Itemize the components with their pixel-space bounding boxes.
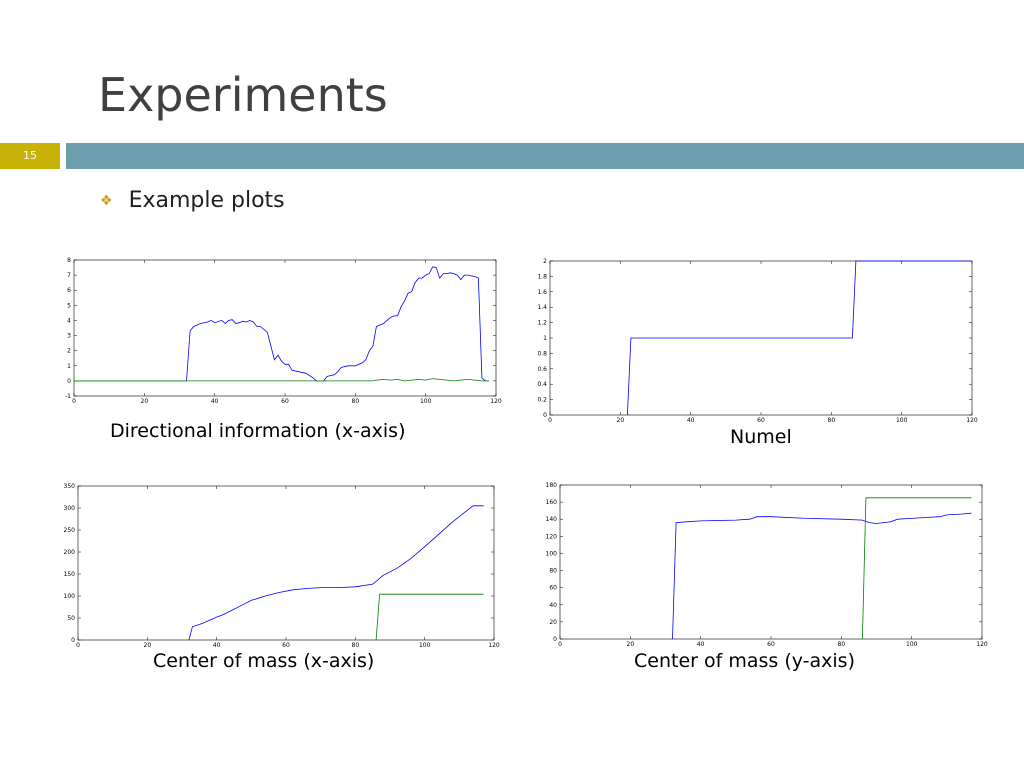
y-tick-label: 350 bbox=[64, 483, 76, 490]
x-tick-label: 80 bbox=[828, 417, 836, 424]
y-tick-label: 200 bbox=[64, 549, 76, 556]
caption-directional-information: Directional information (x-axis) bbox=[110, 420, 406, 442]
x-tick-label: 120 bbox=[966, 417, 978, 424]
x-tick-label: 20 bbox=[617, 417, 625, 424]
x-tick-label: 0 bbox=[548, 417, 552, 424]
x-tick-label: 80 bbox=[352, 642, 360, 649]
x-tick-label: 40 bbox=[687, 417, 695, 424]
chart-svg: 0 20 40 60 80 100 120 0 50 100 150 200 250 300 350 bbox=[64, 483, 500, 649]
y-tick-label: 6 bbox=[67, 287, 71, 294]
y-tick-label: 2 bbox=[543, 258, 547, 265]
x-tick-label: 60 bbox=[281, 398, 289, 405]
x-tick-label: 40 bbox=[213, 642, 221, 649]
y-tick-label: 1.6 bbox=[537, 289, 547, 296]
x-tick-label: 0 bbox=[72, 398, 76, 405]
y-tick-label: 4 bbox=[67, 317, 71, 324]
y-tick-label: 80 bbox=[549, 568, 557, 575]
y-tick-label: 0 bbox=[543, 412, 547, 419]
y-tick-label: 140 bbox=[546, 516, 558, 523]
y-tick-label: 300 bbox=[64, 505, 76, 512]
y-tick-label: 1 bbox=[67, 363, 71, 370]
y-tick-label: 1 bbox=[543, 335, 547, 342]
plot-frame bbox=[73, 259, 497, 397]
bullet-text: Example plots bbox=[128, 188, 285, 213]
y-tick-label: 1.4 bbox=[537, 304, 547, 311]
x-tick-label: 60 bbox=[282, 642, 290, 649]
series-line bbox=[74, 266, 489, 382]
y-tick-label: 8 bbox=[67, 257, 71, 264]
x-tick-label: 80 bbox=[838, 641, 846, 648]
x-tick-label: 100 bbox=[419, 642, 431, 649]
bullet-item: ❖ Example plots bbox=[100, 188, 285, 213]
series-line bbox=[74, 378, 489, 382]
series-line bbox=[188, 505, 484, 641]
y-tick-label: 3 bbox=[67, 333, 71, 340]
chart-center-of-mass-y: 0 20 40 60 80 100 120 0 20 40 60 80 100 120 140 160 180 bbox=[538, 480, 988, 650]
series-line bbox=[375, 593, 484, 641]
slide-title: Experiments bbox=[98, 68, 388, 122]
x-tick-label: 100 bbox=[906, 641, 918, 648]
y-tick-label: 0.8 bbox=[537, 350, 547, 357]
y-tick-label: 2 bbox=[67, 348, 71, 355]
chart-center-of-mass-x: 0 20 40 60 80 100 120 0 50 100 150 200 250 300 350 bbox=[58, 480, 503, 650]
y-tick-label: 0.4 bbox=[537, 381, 547, 388]
chart-svg: 0 20 40 60 80 100 120 0 20 40 60 80 100 120 140 160 180 bbox=[546, 482, 988, 648]
caption-numel: Numel bbox=[730, 426, 792, 448]
series-line bbox=[627, 260, 972, 416]
x-tick-label: 120 bbox=[488, 642, 500, 649]
y-tick-label: 100 bbox=[64, 593, 76, 600]
y-tick-label: 5 bbox=[67, 302, 71, 309]
x-tick-label: 80 bbox=[352, 398, 360, 405]
x-tick-label: 0 bbox=[558, 641, 562, 648]
y-tick-label: 0 bbox=[71, 637, 75, 644]
y-tick-label: 0.2 bbox=[537, 397, 547, 404]
x-tick-label: 60 bbox=[767, 641, 775, 648]
y-tick-label: 60 bbox=[549, 585, 557, 592]
y-tick-label: 100 bbox=[546, 550, 558, 557]
plot-frame bbox=[559, 484, 983, 640]
x-tick-label: 100 bbox=[420, 398, 432, 405]
x-tick-label: 20 bbox=[627, 641, 635, 648]
y-tick-label: 1.2 bbox=[537, 320, 547, 327]
title-accent-bar bbox=[66, 143, 1024, 169]
x-tick-label: 0 bbox=[76, 642, 80, 649]
y-tick-label: 0 bbox=[67, 378, 71, 385]
caption-center-of-mass-x: Center of mass (x-axis) bbox=[153, 650, 375, 672]
x-tick-label: 120 bbox=[976, 641, 988, 648]
y-tick-label: 120 bbox=[546, 533, 558, 540]
x-tick-label: 40 bbox=[697, 641, 705, 648]
y-tick-label: 7 bbox=[67, 272, 71, 279]
y-tick-label: 40 bbox=[549, 602, 557, 609]
series-line bbox=[672, 512, 972, 640]
y-tick-label: 0.6 bbox=[537, 366, 547, 373]
x-tick-label: 60 bbox=[757, 417, 765, 424]
slide-number: 15 bbox=[0, 143, 60, 169]
y-tick-label: 150 bbox=[64, 571, 76, 578]
y-tick-label: 180 bbox=[546, 482, 558, 489]
x-tick-label: 20 bbox=[144, 642, 152, 649]
x-tick-label: 100 bbox=[896, 417, 908, 424]
chart-numel: 0 20 40 60 80 100 120 0 0.2 0.4 0.6 0.8 1 1.2 1.4 1.6 1.… bbox=[528, 255, 978, 425]
x-tick-label: 40 bbox=[211, 398, 219, 405]
x-tick-label: 20 bbox=[141, 398, 149, 405]
y-tick-label: 20 bbox=[549, 619, 557, 626]
y-tick-label: 0 bbox=[553, 636, 557, 643]
series-line bbox=[862, 497, 972, 640]
chart-directional-information: 0 20 40 60 80 100 120 -1 0 1 2 3 4 5 6 7 8 bbox=[58, 254, 503, 424]
y-tick-label: 50 bbox=[67, 615, 75, 622]
y-tick-label: -1 bbox=[65, 393, 71, 400]
caption-center-of-mass-y: Center of mass (y-axis) bbox=[634, 650, 855, 672]
y-tick-label: 250 bbox=[64, 527, 76, 534]
chart-svg: 0 20 40 60 80 100 120 0 0.2 0.4 0.6 0.8 1 1.2 1.4 1.6 1.… bbox=[537, 258, 978, 424]
y-tick-label: 160 bbox=[546, 499, 558, 506]
plot-frame bbox=[77, 485, 495, 641]
x-tick-label: 120 bbox=[490, 398, 502, 405]
diamond-bullet-icon: ❖ bbox=[100, 192, 113, 209]
y-tick-label: 1.8 bbox=[537, 273, 547, 280]
